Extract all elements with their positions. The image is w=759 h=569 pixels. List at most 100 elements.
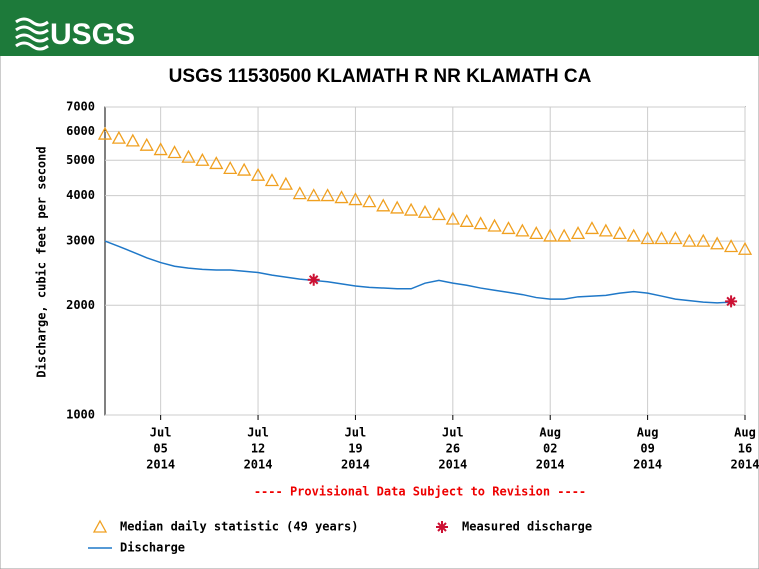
triangle-marker [125, 133, 140, 147]
triangle-marker [223, 161, 238, 175]
triangle [334, 190, 349, 204]
triangle-marker [362, 194, 377, 208]
triangle [92, 519, 108, 533]
triangle [710, 236, 725, 250]
x-tick-label: 09 [640, 442, 654, 456]
triangle-marker [250, 167, 266, 181]
triangle [459, 213, 474, 227]
x-tick-label: 16 [738, 442, 752, 456]
x-tick-label: 12 [251, 442, 265, 456]
x-tick-label: 2014 [536, 458, 565, 472]
y-tick-label: 7000 [66, 100, 95, 114]
triangle-marker [334, 190, 349, 204]
triangle-marker [431, 207, 447, 221]
triangle [737, 241, 753, 255]
triangle [292, 186, 307, 200]
triangle-marker [97, 126, 113, 140]
y-tick-label: 3000 [66, 234, 95, 248]
triangle [139, 137, 154, 151]
asterisk-marker [307, 273, 320, 286]
asterisk-marker [725, 295, 738, 308]
triangle-marker [529, 226, 544, 240]
legend-label: Discharge [120, 541, 185, 555]
triangle-marker [278, 176, 293, 190]
triangle [111, 130, 127, 144]
triangle-marker [737, 241, 753, 255]
triangle [376, 198, 391, 212]
triangle [306, 188, 321, 202]
triangle-marker [445, 211, 460, 225]
y-tick-label: 5000 [66, 153, 95, 167]
triangle-marker [723, 239, 739, 253]
triangle [723, 239, 739, 253]
triangle-marker [376, 198, 391, 212]
triangle-marker [654, 231, 669, 245]
x-tick-label: 02 [543, 442, 557, 456]
asterisk [436, 521, 448, 533]
triangle [348, 192, 363, 206]
y-axis-label: Discharge, cubic feet per second [35, 146, 49, 377]
triangle [264, 173, 280, 187]
legend-symbol [92, 519, 108, 533]
logo-waves [15, 17, 49, 51]
triangle [278, 176, 293, 190]
triangle-marker [612, 226, 627, 240]
triangle-marker [306, 188, 321, 202]
triangle [209, 156, 224, 170]
x-tick-label: Aug [734, 426, 756, 440]
y-tick-label: 4000 [66, 188, 95, 202]
triangle-marker [167, 145, 182, 159]
triangle-marker [264, 173, 280, 187]
triangle-marker [390, 200, 405, 214]
x-tick-label: 2014 [244, 458, 273, 472]
legend-label: Median daily statistic (49 years) [120, 520, 358, 534]
triangle-marker [668, 231, 683, 245]
asterisk [725, 295, 738, 308]
legend-label: Measured discharge [462, 520, 592, 534]
triangle-marker [710, 236, 725, 250]
triangle [195, 152, 210, 166]
x-tick-label: 2014 [341, 458, 370, 472]
triangle [682, 233, 697, 247]
provisional-note: ---- Provisional Data Subject to Revisio… [254, 485, 586, 499]
asterisk [307, 273, 320, 286]
triangle [167, 145, 182, 159]
triangle [181, 149, 196, 163]
y-tick-label: 1000 [66, 408, 95, 422]
triangle-marker [570, 226, 586, 240]
triangle-marker [557, 228, 572, 242]
triangle-marker [640, 231, 655, 245]
triangle [487, 218, 502, 232]
triangle [696, 233, 711, 247]
triangle-marker [111, 130, 127, 144]
triangle [97, 126, 113, 140]
y-tick-label: 6000 [66, 124, 95, 138]
triangle [612, 226, 627, 240]
triangle [403, 202, 419, 216]
triangle-marker [696, 233, 711, 247]
triangle [320, 188, 335, 202]
x-tick-label: Jul [150, 426, 172, 440]
triangle-marker [598, 223, 613, 237]
triangle [626, 228, 641, 242]
header-bar [0, 0, 759, 56]
y-tick-label: 2000 [66, 298, 95, 312]
triangle [668, 231, 683, 245]
triangle-marker [515, 223, 530, 237]
x-tick-label: 26 [446, 442, 460, 456]
triangle [250, 167, 266, 181]
triangle-marker [487, 218, 502, 232]
triangle-marker [237, 162, 252, 176]
triangle [570, 226, 586, 240]
triangle [153, 142, 168, 156]
triangle [431, 207, 447, 221]
triangle [417, 204, 433, 218]
triangle-marker [181, 149, 196, 163]
triangle [598, 223, 613, 237]
x-tick-label: 2014 [438, 458, 467, 472]
triangle [362, 194, 377, 208]
triangle-marker [417, 204, 433, 218]
triangle-marker [626, 228, 641, 242]
